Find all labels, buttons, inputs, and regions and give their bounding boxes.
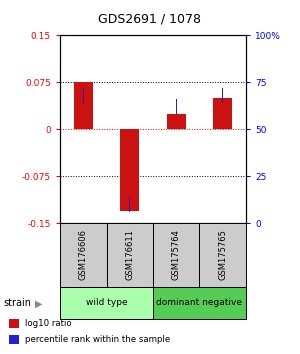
Bar xyxy=(213,98,232,129)
Text: percentile rank within the sample: percentile rank within the sample xyxy=(25,335,170,344)
Text: wild type: wild type xyxy=(86,298,127,307)
Text: dominant negative: dominant negative xyxy=(157,298,242,307)
Bar xyxy=(74,82,92,129)
Bar xyxy=(129,197,130,212)
Text: GSM175764: GSM175764 xyxy=(172,229,181,280)
Text: GSM176611: GSM176611 xyxy=(125,229,134,280)
Bar xyxy=(222,88,223,103)
Bar xyxy=(9,319,19,328)
Bar xyxy=(60,287,153,319)
Bar xyxy=(106,223,153,287)
Bar xyxy=(153,287,246,319)
Bar xyxy=(9,335,19,343)
Text: GDS2691 / 1078: GDS2691 / 1078 xyxy=(98,12,202,25)
Bar xyxy=(200,223,246,287)
Bar xyxy=(60,223,106,287)
Bar xyxy=(120,129,139,211)
Text: strain: strain xyxy=(3,298,31,308)
Bar xyxy=(83,88,84,103)
Text: GSM175765: GSM175765 xyxy=(218,229,227,280)
Text: log10 ratio: log10 ratio xyxy=(25,319,72,328)
Bar xyxy=(153,223,200,287)
Bar xyxy=(176,99,177,114)
Text: ▶: ▶ xyxy=(34,298,42,308)
Bar xyxy=(167,114,185,129)
Text: GSM176606: GSM176606 xyxy=(79,229,88,280)
